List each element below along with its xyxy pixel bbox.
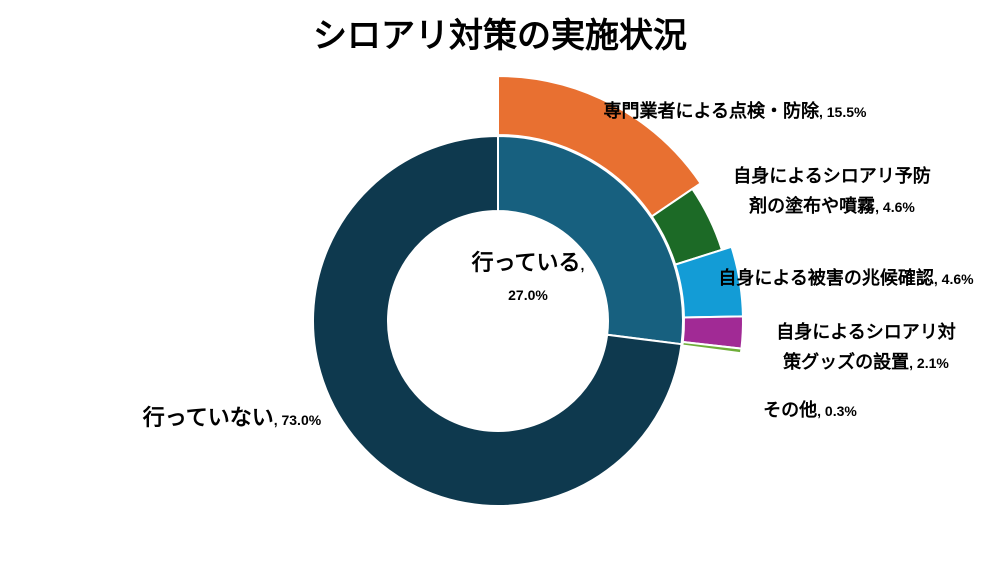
outer-label-4: その他, 0.3% (763, 399, 857, 421)
slices-group (312, 74, 744, 507)
outer-slice-0 (497, 74, 703, 218)
inner-slice-0 (497, 134, 684, 346)
outer-slice-4 (681, 340, 743, 355)
inner-label-0: 行っている, 27.0% (471, 250, 585, 303)
labels-group: 行っている, 27.0% 行っていない, 73.0% 専門業者による点検・防除, 15… (142, 100, 974, 431)
outer-label-0: 専門業者による点検・防除, 15.5% (604, 100, 867, 122)
outer-label-3: 自身によるシロアリ対策グッズの設置, 2.1% (776, 321, 955, 373)
inner-label-1: 行っていない, 73.0% (142, 405, 322, 431)
outer-label-2: 自身による被害の兆候確認, 4.6% (718, 267, 974, 289)
outer-label-1: 自身によるシロアリ予防剤の塗布や噴霧, 4.6% (733, 165, 930, 217)
chart-title: シロアリ対策の実施状況 (313, 16, 687, 56)
inner-slice-1 (312, 134, 683, 507)
